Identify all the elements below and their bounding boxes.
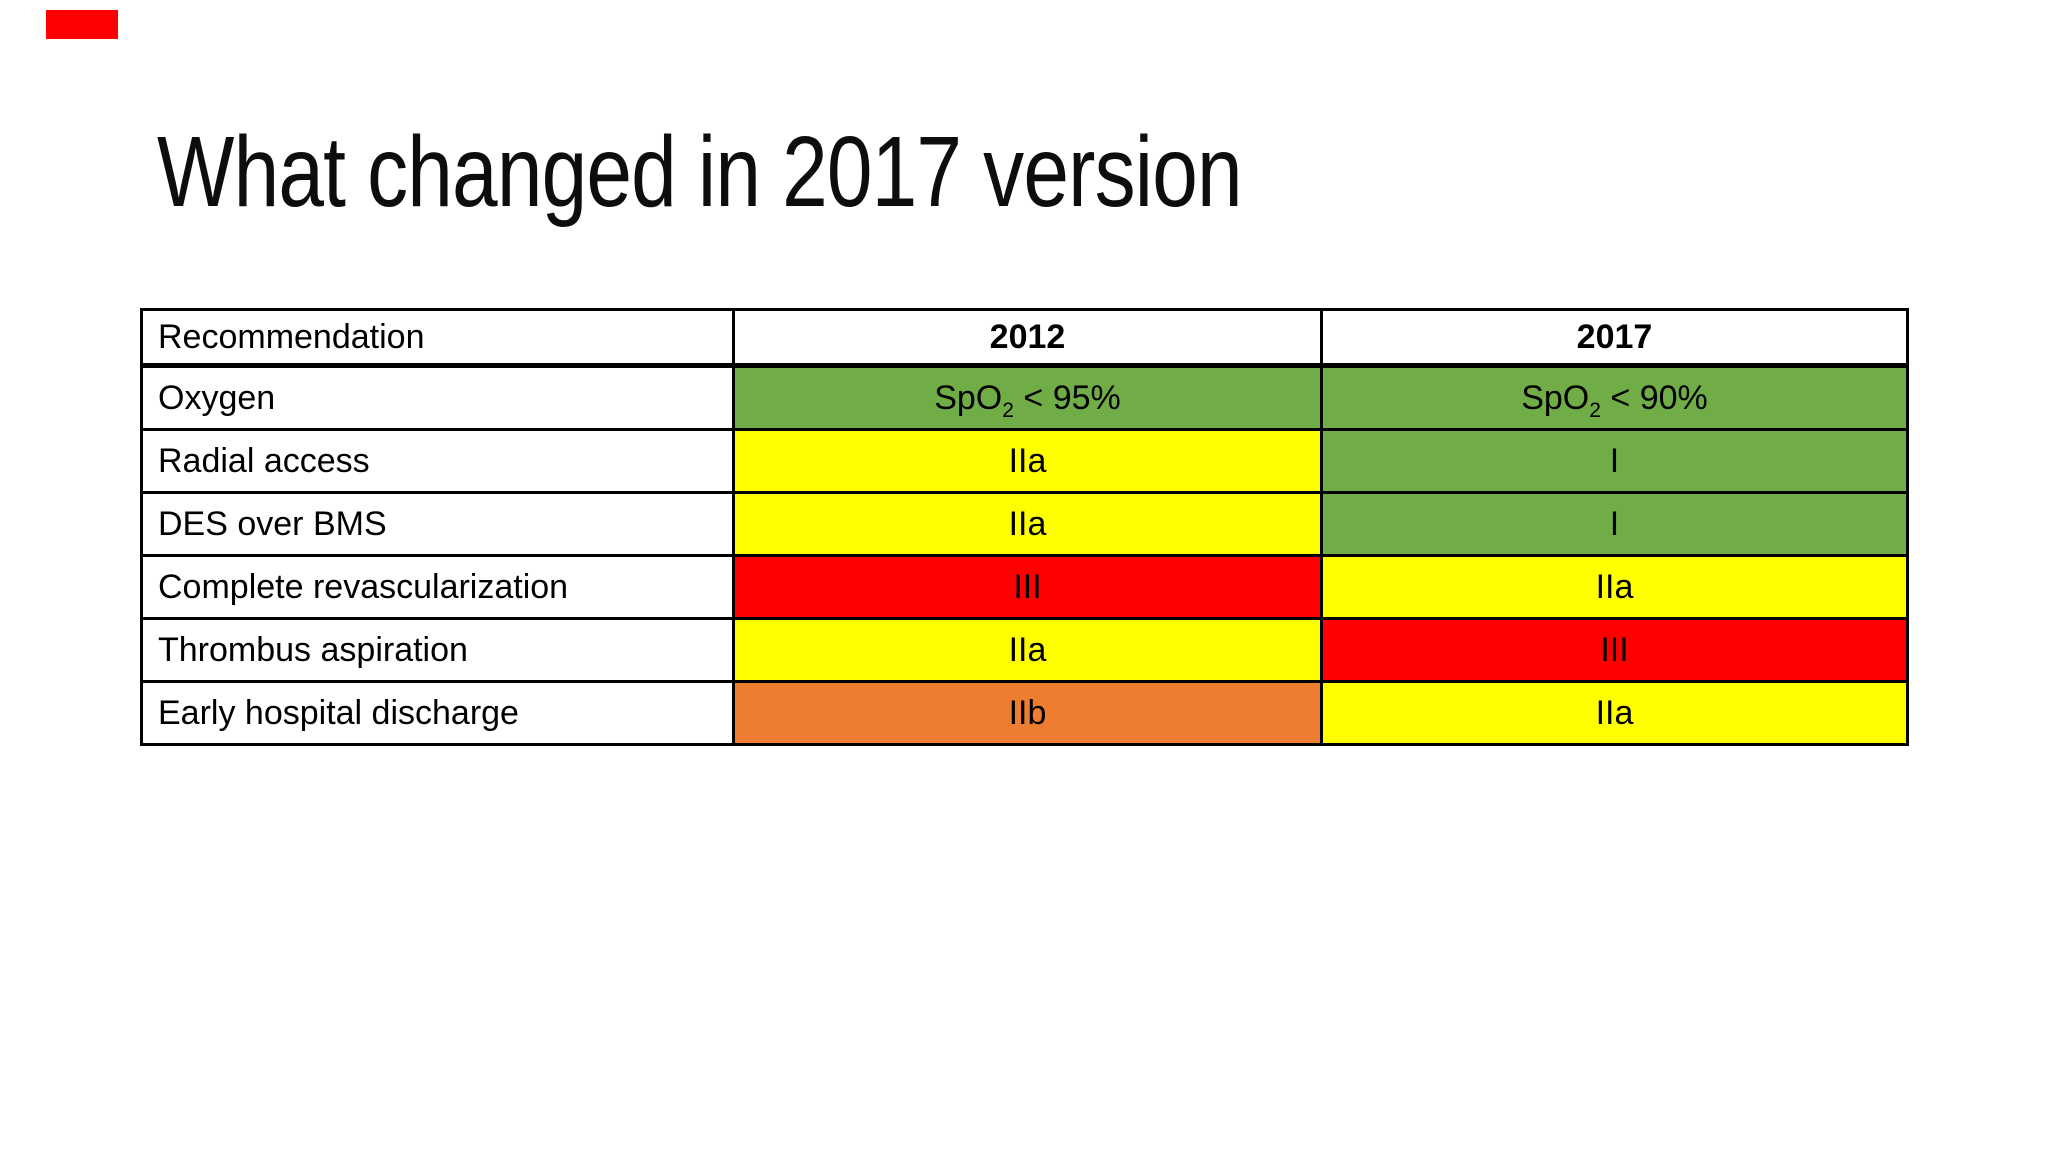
cell-value: SpO2 < 90%	[1521, 378, 1708, 422]
cell-value: SpO2 < 95%	[934, 378, 1121, 422]
row-label-thrombus-aspiration: Thrombus aspiration	[140, 617, 735, 683]
cell-thrombus-aspiration-2012: IIa	[732, 617, 1323, 683]
cell-complete-revascularization-2012: III	[732, 554, 1323, 620]
cell-value: IIb	[1008, 693, 1047, 732]
cell-value: IIa	[1595, 567, 1634, 606]
red-corner-marker	[46, 10, 118, 39]
table-row-complete-revascularization: Complete revascularization III IIa	[140, 554, 1909, 620]
row-label-radial-access: Radial access	[140, 428, 735, 494]
row-label-complete-revascularization: Complete revascularization	[140, 554, 735, 620]
cell-early-hospital-discharge-2017: IIa	[1320, 680, 1909, 746]
cell-value: IIa	[1008, 504, 1047, 543]
cell-oxygen-2017: SpO2 < 90%	[1320, 364, 1909, 431]
cell-oxygen-2012: SpO2 < 95%	[732, 364, 1323, 431]
column-header-2017: 2017	[1320, 308, 1909, 368]
cell-value: III	[1600, 630, 1629, 669]
cell-radial-access-2017: I	[1320, 428, 1909, 494]
header-row: Recommendation 2012 2017	[140, 308, 1909, 368]
row-label-des-over-bms: DES over BMS	[140, 491, 735, 557]
cell-value: III	[1013, 567, 1042, 606]
column-header-2012: 2012	[732, 308, 1323, 368]
subscript: 2	[1589, 398, 1601, 422]
table-row-oxygen: Oxygen SpO2 < 95% SpO2 < 90%	[140, 364, 1909, 431]
cell-early-hospital-discharge-2012: IIb	[732, 680, 1323, 746]
cell-value: IIa	[1595, 693, 1634, 732]
table-row-thrombus-aspiration: Thrombus aspiration IIa III	[140, 617, 1909, 683]
cell-thrombus-aspiration-2017: III	[1320, 617, 1909, 683]
page-title: What changed in 2017 version	[157, 116, 1243, 228]
cell-value: IIa	[1008, 630, 1047, 669]
recommendation-comparison-table: Recommendation 2012 2017 Oxygen SpO2 < 9…	[140, 308, 1909, 746]
table-row-des-over-bms: DES over BMS IIa I	[140, 491, 1909, 557]
cell-radial-access-2012: IIa	[732, 428, 1323, 494]
subscript: 2	[1002, 398, 1014, 422]
cell-complete-revascularization-2017: IIa	[1320, 554, 1909, 620]
row-label-early-hospital-discharge: Early hospital discharge	[140, 680, 735, 746]
cell-value: I	[1609, 441, 1620, 480]
cell-des-over-bms-2012: IIa	[732, 491, 1323, 557]
table-row-early-hospital-discharge: Early hospital discharge IIb IIa	[140, 680, 1909, 746]
row-label-oxygen: Oxygen	[140, 364, 735, 431]
cell-value: I	[1609, 504, 1620, 543]
cell-des-over-bms-2017: I	[1320, 491, 1909, 557]
cell-value: IIa	[1008, 441, 1047, 480]
column-header-recommendation: Recommendation	[140, 308, 735, 368]
table-row-radial-access: Radial access IIa I	[140, 428, 1909, 494]
